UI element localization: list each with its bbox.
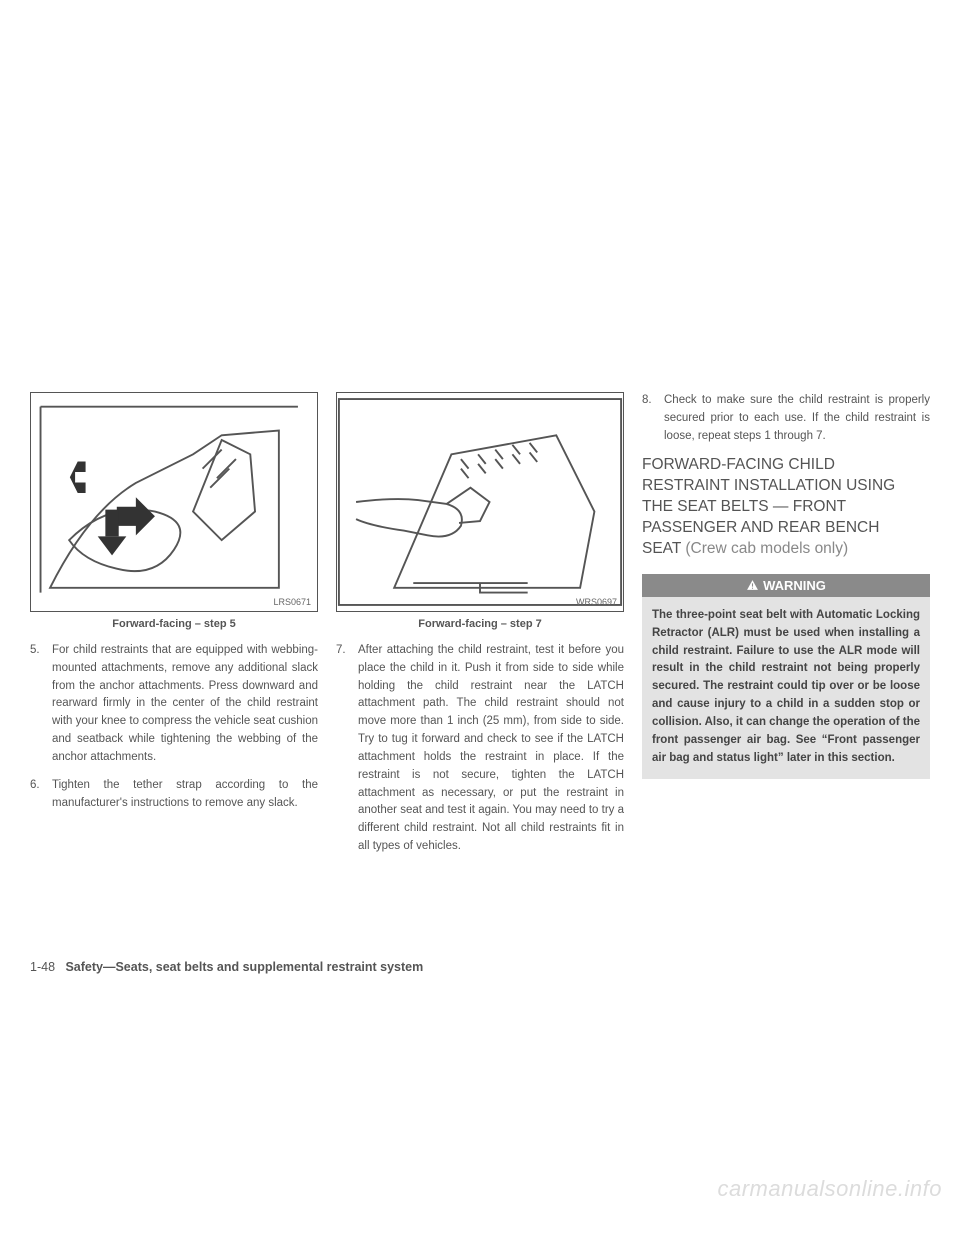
list-item: 8. Check to make sure the child restrain… bbox=[642, 392, 930, 445]
figure-middle: WRS0697 bbox=[336, 392, 624, 612]
page-number: 1-48 bbox=[30, 960, 55, 974]
list-number: 5. bbox=[30, 642, 52, 767]
list-item: 5. For child restraints that are equippe… bbox=[30, 642, 318, 767]
list-number: 8. bbox=[642, 392, 664, 445]
column-right: 8. Check to make sure the child restrain… bbox=[642, 392, 930, 866]
list-text: Check to make sure the child restraint i… bbox=[664, 392, 930, 445]
section-title: Safety—Seats, seat belts and supplementa… bbox=[65, 960, 423, 974]
figure-caption-left: Forward-facing – step 5 bbox=[30, 618, 318, 630]
warning-label: WARNING bbox=[763, 578, 826, 593]
column-left: LRS0671 Forward-facing – step 5 5. For c… bbox=[30, 392, 318, 866]
figure-left: LRS0671 bbox=[30, 392, 318, 612]
list-item: 7. After attaching the child restraint, … bbox=[336, 642, 624, 856]
column-middle: WRS0697 Forward-facing – step 7 7. After… bbox=[336, 392, 624, 866]
heading-line: PASSENGER AND REAR BENCH bbox=[642, 519, 879, 536]
page-footer: 1-48 Safety—Seats, seat belts and supple… bbox=[30, 960, 423, 974]
page-columns: LRS0671 Forward-facing – step 5 5. For c… bbox=[30, 392, 930, 866]
list-text: For child restraints that are equipped w… bbox=[52, 642, 318, 767]
heading-line: SEAT bbox=[642, 540, 685, 557]
list-text: Tighten the tether strap according to th… bbox=[52, 777, 318, 813]
figure-code-left: LRS0671 bbox=[273, 597, 311, 607]
figure-code-mid: WRS0697 bbox=[576, 597, 617, 607]
illustration-step5 bbox=[31, 393, 317, 611]
heading-line: RESTRAINT INSTALLATION USING bbox=[642, 477, 895, 494]
list-item: 6. Tighten the tether strap according to… bbox=[30, 777, 318, 813]
warning-icon bbox=[746, 579, 759, 592]
heading-line: THE SEAT BELTS — FRONT bbox=[642, 498, 846, 515]
heading-light: (Crew cab models only) bbox=[685, 540, 848, 557]
illustration-step7 bbox=[337, 393, 623, 611]
list-number: 7. bbox=[336, 642, 358, 856]
warning-body: The three-point seat belt with Automatic… bbox=[642, 597, 930, 779]
section-heading: FORWARD-FACING CHILD RESTRAINT INSTALLAT… bbox=[642, 455, 930, 560]
heading-line: FORWARD-FACING CHILD bbox=[642, 456, 835, 473]
warning-bar: WARNING bbox=[642, 574, 930, 597]
list-number: 6. bbox=[30, 777, 52, 813]
figure-caption-mid: Forward-facing – step 7 bbox=[336, 618, 624, 630]
watermark: carmanualsonline.info bbox=[717, 1176, 942, 1202]
list-text: After attaching the child restraint, tes… bbox=[358, 642, 624, 856]
